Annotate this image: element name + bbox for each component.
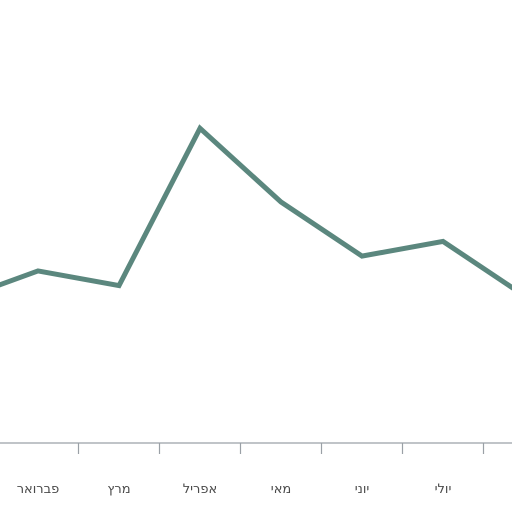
x-tick-label: פברואר <box>17 482 60 497</box>
series-line <box>0 124 512 291</box>
x-tick-label: מרץ <box>107 482 130 497</box>
x-tick-label: יולי <box>435 482 452 497</box>
x-tick-label: מאי <box>271 482 291 497</box>
x-tick-label: יוני <box>355 482 370 497</box>
x-axis-ticks <box>77 443 485 454</box>
x-tick-label: אפריל <box>183 482 217 497</box>
x-axis-tick-labels: פברואר מרץ אפריל מאי יוני יולי <box>17 482 452 497</box>
